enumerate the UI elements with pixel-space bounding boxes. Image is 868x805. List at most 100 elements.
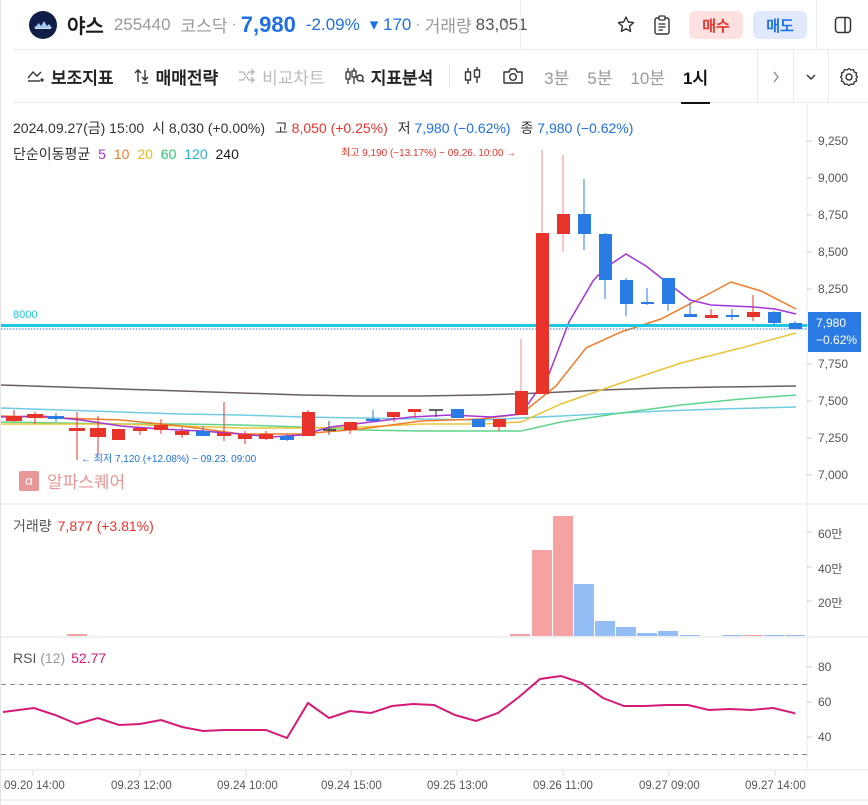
price-tag-value: 7,980 <box>816 316 847 330</box>
rsi-value: 52.77 <box>71 650 107 666</box>
rsi-axis-ticks <box>807 666 812 738</box>
timeframe-10min[interactable]: 10분 <box>630 68 666 88</box>
volume-value: 83,051 <box>475 14 528 34</box>
timeframe-1hour[interactable]: 1시 <box>681 64 711 104</box>
favorite-button[interactable] <box>611 10 641 40</box>
settings-button[interactable] <box>828 50 868 103</box>
ma5-label: 5 <box>98 146 106 162</box>
rsi-tick: 40 <box>818 730 832 744</box>
timeframe-next-button[interactable] <box>757 50 793 103</box>
price-axis-ticks <box>807 140 812 476</box>
volume-tick: 40만 <box>818 562 843 576</box>
memo-button[interactable] <box>647 10 677 40</box>
separator-dot: · <box>231 15 237 33</box>
sell-button[interactable]: 매도 <box>753 11 807 39</box>
ma240-label: 240 <box>215 146 239 162</box>
camera-icon <box>503 68 523 84</box>
low-value: 7,980 (−0.62%) <box>414 120 511 136</box>
indicator-button[interactable]: 보조지표 <box>27 64 114 89</box>
current-price: 7,980 <box>240 11 296 37</box>
volume-axis-ticks <box>807 531 812 602</box>
candles <box>6 150 802 460</box>
sort-arrows-icon <box>134 69 149 84</box>
time-tick: 09.24 10:00 <box>217 780 278 792</box>
price-tick: 7,250 <box>818 431 849 445</box>
high-annotation: 최고 9,190 (−13.17%) − 09.26. 10:00 → <box>341 148 517 159</box>
time-axis-ticks <box>32 770 776 776</box>
time-tick: 09.20 14:00 <box>4 780 65 792</box>
clipboard-icon <box>654 15 670 35</box>
change-amount: ▾ 170 <box>369 14 412 34</box>
alpha-logo-icon: α <box>19 470 39 491</box>
price-tick: 8,750 <box>818 208 849 222</box>
ohlc-datetime: 2024.09.27(금) 15:00 <box>13 120 145 136</box>
timeframe-3min[interactable]: 3분 <box>544 68 570 88</box>
price-tick: 9,250 <box>818 134 849 148</box>
moving-average-legend[interactable]: 단순이동평균 5 10 20 60 120 240 <box>13 144 243 164</box>
ma20-label: 20 <box>137 146 153 162</box>
rsi-period: (12) <box>40 650 66 666</box>
rsi-title: RSI (12) 52.77 <box>13 650 106 666</box>
chevron-right-icon <box>502 19 509 31</box>
analysis-button[interactable]: 지표분석 <box>345 64 434 89</box>
price-tick: 8,250 <box>818 282 849 296</box>
rsi-line <box>2 674 796 740</box>
side-panel-toggle[interactable] <box>816 0 868 50</box>
stock-name: 야스 <box>67 16 104 38</box>
ma20-line <box>1 332 797 429</box>
low-annotation: ← 최저 7,120 (+12.08%) − 09.23. 09:00 <box>81 454 257 465</box>
compare-chart-label: 비교차트 <box>262 68 325 88</box>
ohlc-summary: 2024.09.27(금) 15:00 시 8,030 (+0.00%) 고 8… <box>13 118 633 138</box>
panel-layout-icon <box>834 16 852 34</box>
strategy-label: 매매전략 <box>155 68 219 88</box>
watermark: α 알파스퀘어 <box>19 468 125 493</box>
volume-tick: 20만 <box>818 596 843 610</box>
watermark-text: 알파스퀘어 <box>47 473 126 492</box>
price-tick: 7,000 <box>818 468 849 482</box>
open-value: 8,030 (+0.00%) <box>168 120 265 136</box>
ma120-line <box>1 406 797 421</box>
rsi-tick: 80 <box>818 660 832 674</box>
separator-dot: · <box>415 15 421 33</box>
stock-code: 255440 <box>113 14 171 34</box>
ma120-label: 120 <box>184 146 208 162</box>
ma240-line <box>1 384 797 397</box>
rsi-title-label: RSI <box>13 650 37 666</box>
toolbar-divider <box>449 65 451 87</box>
header-actions: 매수 매도 <box>611 0 807 50</box>
candlestick-icon <box>465 67 481 84</box>
ma60-label: 60 <box>160 146 177 162</box>
market-name: 코스닥 <box>180 17 228 36</box>
chart-canvas[interactable] <box>1 104 868 805</box>
chevron-right-icon <box>772 71 779 82</box>
chart-area[interactable]: 2024.09.27(금) 15:00 시 8,030 (+0.00%) 고 8… <box>1 104 868 805</box>
chevron-down-icon <box>806 74 816 80</box>
analysis-label: 지표분석 <box>370 68 434 88</box>
ma5-line <box>1 253 797 438</box>
time-tick: 09.27 09:00 <box>639 780 700 792</box>
volume-bars <box>67 516 805 636</box>
high-label: 고 <box>274 120 288 136</box>
price-tag-percent: −0.62% <box>816 333 858 347</box>
timeframe-dropdown-button[interactable] <box>793 50 828 103</box>
price-tick: 9,000 <box>818 171 849 185</box>
stock-header: 야스 255440 코스닥 · 7,980 -2.09% ▾ 170 · 거래량… <box>13 0 868 50</box>
volume-title-value: 7,877 (+3.81%) <box>57 518 154 534</box>
volume-tick: 60만 <box>818 527 843 541</box>
indicator-label: 보조지표 <box>51 68 114 88</box>
screenshot-button[interactable] <box>502 67 524 85</box>
price-tick: 7,750 <box>818 357 849 371</box>
chart-type-button[interactable] <box>464 66 482 86</box>
timeframe-5min[interactable]: 5분 <box>587 68 613 88</box>
star-add-icon <box>617 16 635 33</box>
header-more-button[interactable] <box>491 0 521 50</box>
compare-chart-button[interactable]: 비교차트 <box>238 64 325 89</box>
ma10-label: 10 <box>113 146 130 162</box>
volume-title: 거래량 7,877 (+3.81%) <box>13 516 154 536</box>
low-label: 저 <box>397 120 411 136</box>
buy-button[interactable]: 매수 <box>689 11 743 39</box>
time-tick: 09.25 13:00 <box>427 780 488 792</box>
hline-label: 8000 <box>13 309 38 321</box>
strategy-button[interactable]: 매매전략 <box>134 64 219 89</box>
